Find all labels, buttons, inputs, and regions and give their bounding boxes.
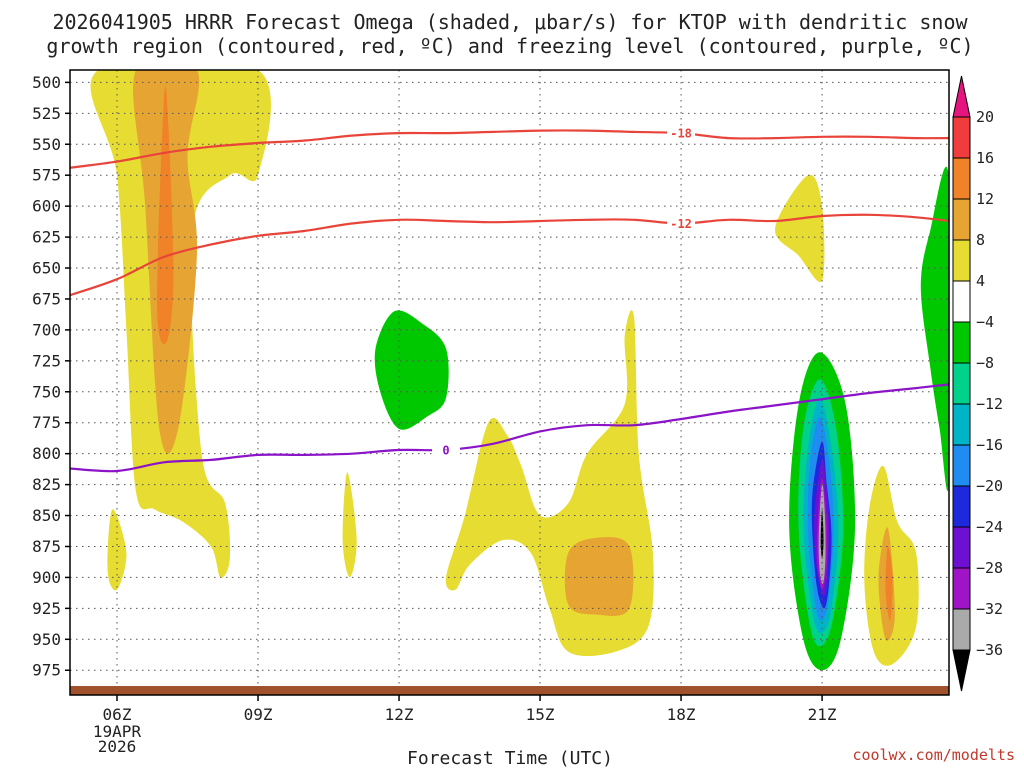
colorbar-label-1: 20 [976, 108, 994, 126]
y-tick-label-725: 725 [32, 351, 61, 370]
y-tick-label-875: 875 [32, 537, 61, 556]
y-tick-label-750: 750 [32, 382, 61, 401]
y-tick-label-825: 825 [32, 475, 61, 494]
contour-label-bg-3 [432, 442, 461, 457]
plot-frame [69, 69, 950, 696]
x-tick-sublabel-1: 19APR [93, 722, 142, 741]
y-tick-label-850: 850 [32, 506, 61, 525]
colorbar-band-8 [952, 403, 971, 446]
y-tick-label-800: 800 [32, 444, 61, 463]
colorbar-label-14: −36 [976, 641, 1003, 659]
colorbar-band-5 [952, 280, 971, 323]
y-tick-label-550: 550 [32, 135, 61, 154]
colorbar-label-13: −32 [976, 600, 1003, 618]
colorbar-band-2 [952, 157, 971, 200]
x-tick-label-09Z: 09Z [244, 705, 273, 724]
omega-region-9 [774, 174, 825, 283]
y-tick-label-675: 675 [32, 289, 61, 308]
y-tick-label-975: 975 [32, 661, 61, 680]
omega-region-7 [564, 536, 634, 616]
y-tick-label-775: 775 [32, 413, 61, 432]
x-tick-label-06Z: 06Z [103, 705, 132, 724]
x-axis-label: Forecast Time (UTC) [407, 748, 613, 768]
credit-link[interactable]: coolwx.com/modelts [852, 746, 1015, 764]
x-tick-label-21Z: 21Z [808, 705, 837, 724]
y-tick-label-600: 600 [32, 197, 61, 216]
colorbar-band-11 [952, 526, 971, 569]
colorbar-band-9 [952, 444, 971, 487]
colorbar-label-12: −28 [976, 559, 1003, 577]
colorbar-band-13 [952, 608, 971, 651]
x-tick-label-12Z: 12Z [385, 705, 414, 724]
x-tick-label-18Z: 18Z [667, 705, 696, 724]
contour-line-3 [70, 383, 949, 473]
chart-title-line-2: growth region (contoured, red, ºC) and f… [46, 34, 973, 58]
y-tick-label-625: 625 [32, 228, 61, 247]
contour-line-1 [70, 129, 949, 169]
colorbar-label-2: 16 [976, 149, 994, 167]
y-axis-pressure-ticks: 500 525 550 575 600 625 650 675 700 725 750 775 800 8… [32, 73, 70, 680]
colorbar-label-7: −8 [976, 354, 994, 372]
colorbar-label-11: −24 [976, 518, 1003, 536]
y-tick-label-650: 650 [32, 259, 61, 278]
colorbar-band-6 [952, 321, 971, 364]
contour-label-bg-2 [667, 216, 696, 231]
contour-label-1: -18 [670, 127, 692, 141]
omega-region-8 [374, 310, 449, 430]
colorbar-band-1 [952, 116, 971, 159]
omega-region-5 [342, 472, 357, 578]
omega-region-4 [107, 509, 127, 591]
omega-region-3 [156, 86, 174, 344]
contour-label-bg-1 [667, 126, 696, 141]
x-tick-label-15Z: 15Z [526, 705, 555, 724]
omega-colorbar-legend: 20 16 12 8 4 −4 −8 −12 −16 −20 −24 −28 −32 −36 [952, 75, 1003, 692]
contour-label-2: -12 [670, 217, 692, 231]
temperature-contours: -18 -12 0 [70, 126, 949, 473]
omega-shaded-regions [90, 70, 949, 671]
y-tick-label-575: 575 [32, 166, 61, 185]
colorbar-label-9: −16 [976, 436, 1003, 454]
colorbar-band-10 [952, 485, 971, 528]
colorbar-label-8: −12 [976, 395, 1003, 413]
y-tick-label-500: 500 [32, 73, 61, 92]
omega-region-12 [885, 546, 893, 621]
y-tick-label-950: 950 [32, 630, 61, 649]
y-tick-label-700: 700 [32, 320, 61, 339]
colorbar-label-4: 8 [976, 231, 985, 249]
omega-region-13 [920, 167, 949, 491]
y-tick-label-525: 525 [32, 104, 61, 123]
colorbar-band-12 [952, 567, 971, 610]
colorbar-label-6: −4 [976, 313, 994, 331]
x-tick-sublabel-2: 2026 [98, 737, 137, 756]
terrain-ground-strip [70, 686, 949, 695]
colorbar-band-3 [952, 198, 971, 241]
contour-label-3: 0 [442, 443, 449, 457]
y-tick-label-925: 925 [32, 599, 61, 618]
colorbar-label-5: 4 [976, 272, 985, 290]
colorbar-band-7 [952, 362, 971, 405]
colorbar-label-3: 12 [976, 190, 994, 208]
colorbar-under-arrow [952, 649, 971, 692]
grid-lines [70, 70, 949, 695]
y-tick-label-900: 900 [32, 568, 61, 587]
colorbar-label-10: −20 [976, 477, 1003, 495]
contour-line-2 [70, 213, 949, 297]
chart-title-line-1: 2026041905 HRRR Forecast Omega (shaded, … [52, 10, 968, 34]
colorbar-band-4 [952, 239, 971, 282]
